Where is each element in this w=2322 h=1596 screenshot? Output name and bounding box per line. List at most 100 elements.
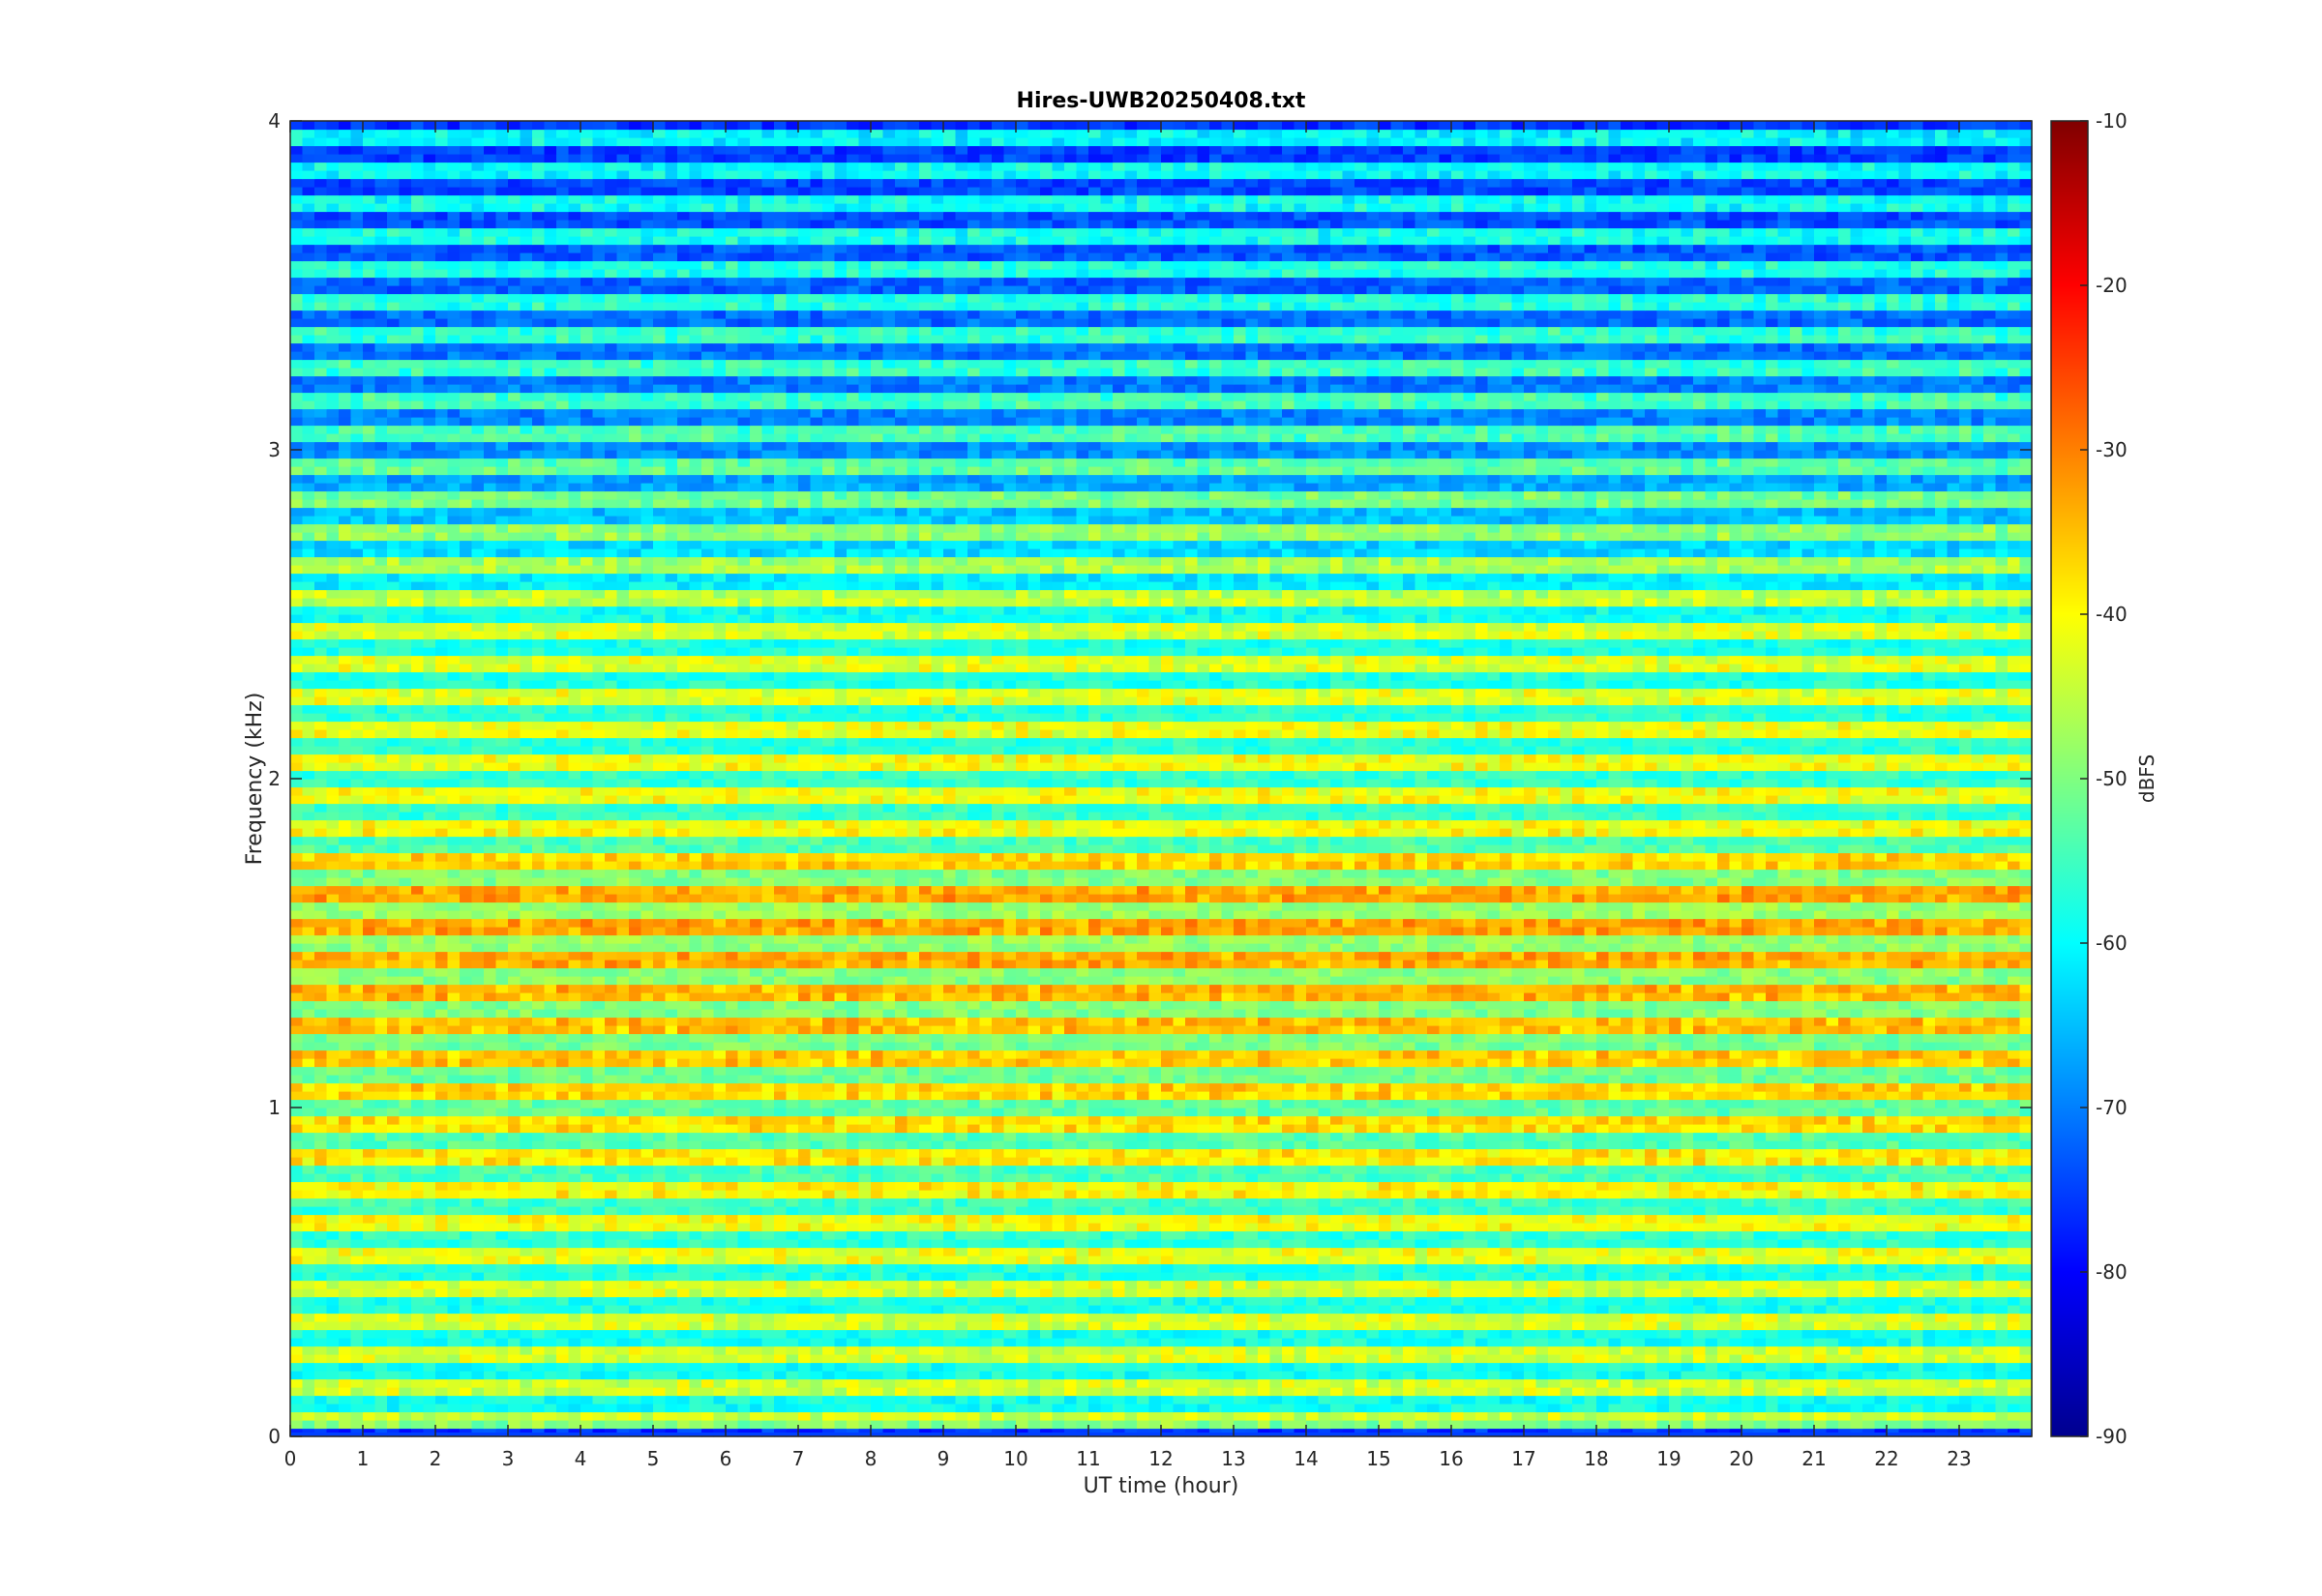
- heatmap-cell: [1016, 1214, 1029, 1224]
- heatmap-cell: [508, 1206, 521, 1216]
- heatmap-cell: [1729, 1214, 1742, 1224]
- heatmap-cell: [326, 1378, 340, 1388]
- heatmap-cell: [1790, 1181, 1803, 1191]
- heatmap-cell: [435, 1395, 449, 1404]
- heatmap-cell: [423, 1288, 436, 1298]
- heatmap-cell: [1524, 1197, 1537, 1207]
- heatmap-cell: [1173, 1411, 1186, 1421]
- heatmap-cell: [1922, 1214, 1936, 1224]
- heatmap-cell: [834, 1420, 848, 1430]
- heatmap-cell: [616, 1272, 630, 1282]
- heatmap-cell: [1995, 1247, 2009, 1256]
- heatmap-cell: [1693, 1362, 1707, 1372]
- heatmap-cell: [1935, 1173, 1949, 1183]
- heatmap-cell: [895, 1296, 908, 1306]
- heatmap-cell: [1282, 1313, 1295, 1322]
- heatmap-cell: [1052, 1395, 1065, 1404]
- heatmap-cell: [520, 1296, 533, 1306]
- heatmap-cell: [919, 1263, 933, 1273]
- heatmap-cell: [1294, 1321, 1307, 1331]
- heatmap-cell: [1742, 1256, 1755, 1265]
- heatmap-cell: [471, 1263, 485, 1273]
- heatmap-cell: [302, 1387, 315, 1397]
- heatmap-cell: [1221, 1239, 1235, 1249]
- heatmap-cell: [580, 1214, 594, 1224]
- heatmap-cell: [1258, 1395, 1271, 1404]
- heatmap-cell: [1850, 1230, 1863, 1240]
- heatmap-cell: [2008, 1345, 2021, 1355]
- heatmap-cell: [484, 1256, 497, 1265]
- heatmap-cell: [1511, 1263, 1525, 1273]
- heatmap-cell: [1040, 1148, 1054, 1158]
- heatmap-cell: [592, 1173, 606, 1183]
- heatmap-cell: [1113, 1230, 1126, 1240]
- heatmap-cell: [640, 1305, 654, 1315]
- heatmap-cell: [568, 1181, 581, 1191]
- heatmap-cell: [363, 1338, 376, 1347]
- heatmap-cell: [847, 1165, 860, 1174]
- heatmap-cell: [1487, 1230, 1501, 1240]
- heatmap-cell: [484, 1313, 497, 1322]
- heatmap-cell: [411, 1181, 425, 1191]
- heatmap-cell: [471, 1190, 485, 1199]
- heatmap-cell: [1173, 1354, 1186, 1364]
- heatmap-cell: [1124, 1378, 1138, 1388]
- heatmap-cell: [495, 1378, 509, 1388]
- heatmap-cell: [774, 1288, 788, 1298]
- heatmap-cell: [484, 1223, 497, 1232]
- heatmap-cell: [919, 1247, 933, 1256]
- heatmap-cell: [616, 1329, 630, 1339]
- heatmap-cell: [1354, 1197, 1368, 1207]
- heatmap-cell: [968, 1371, 981, 1380]
- heatmap-cell: [532, 1206, 546, 1216]
- heatmap-cell: [1862, 1378, 1876, 1388]
- heatmap-cell: [1947, 1329, 1960, 1339]
- heatmap-cell: [1209, 1362, 1223, 1372]
- heatmap-cell: [1766, 1272, 1779, 1282]
- heatmap-cell: [1379, 1197, 1392, 1207]
- heatmap-cell: [484, 1411, 497, 1421]
- heatmap-cell: [834, 1214, 848, 1224]
- heatmap-cell: [1766, 1223, 1779, 1232]
- heatmap-cell: [882, 1230, 896, 1240]
- heatmap-cell: [1040, 1296, 1054, 1306]
- heatmap-cell: [1898, 1345, 1912, 1355]
- heatmap-cell: [701, 1321, 715, 1331]
- heatmap-cell: [339, 1329, 352, 1339]
- heatmap-cell: [1681, 1263, 1694, 1273]
- heatmap-cell: [677, 1329, 691, 1339]
- heatmap-cell: [968, 1362, 981, 1372]
- heatmap-cell: [1064, 1214, 1078, 1224]
- heatmap-cell: [1838, 1411, 1852, 1421]
- heatmap-cell: [1753, 1338, 1767, 1347]
- heatmap-cell: [1282, 1371, 1295, 1380]
- heatmap-cell: [1173, 1206, 1186, 1216]
- heatmap-cell: [1197, 1247, 1210, 1256]
- heatmap-cell: [1294, 1329, 1307, 1339]
- heatmap-cell: [484, 1329, 497, 1339]
- heatmap-cell: [1052, 1345, 1065, 1355]
- heatmap-cell: [1874, 1378, 1888, 1388]
- heatmap-cell: [1814, 1280, 1828, 1289]
- heatmap-cell: [774, 1305, 788, 1315]
- heatmap-cell: [1983, 1247, 1997, 1256]
- heatmap-cell: [1971, 1313, 1984, 1322]
- heatmap-cell: [1354, 1280, 1368, 1289]
- heatmap-cell: [1403, 1321, 1416, 1331]
- heatmap-cell: [822, 1157, 836, 1167]
- heatmap-cell: [350, 1329, 364, 1339]
- heatmap-cell: [1487, 1420, 1501, 1430]
- heatmap-cell: [1826, 1263, 1839, 1273]
- heatmap-cell: [1197, 1354, 1210, 1364]
- heatmap-cell: [1475, 1190, 1489, 1199]
- heatmap-cell: [605, 1190, 618, 1199]
- heatmap-cell: [339, 1239, 352, 1249]
- heatmap-cell: [1656, 1338, 1670, 1347]
- heatmap-cell: [1681, 1173, 1694, 1183]
- heatmap-cell: [1366, 1371, 1380, 1380]
- heatmap-cell: [786, 1387, 799, 1397]
- heatmap-cell: [1209, 1239, 1223, 1249]
- heatmap-cell: [1451, 1148, 1465, 1158]
- heatmap-cell: [2019, 1420, 2033, 1430]
- heatmap-cell: [532, 1338, 546, 1347]
